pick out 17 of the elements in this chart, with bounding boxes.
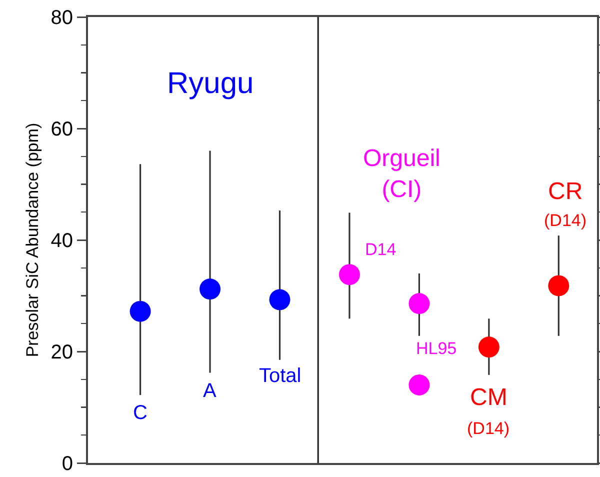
- y-tick-label: 20: [50, 342, 73, 364]
- y-tick-label: 80: [50, 7, 73, 29]
- annotation: (D14): [467, 419, 510, 438]
- annotation: D14: [365, 240, 396, 259]
- text: Orgueil (CI): [363, 145, 440, 204]
- y-tick-label: 60: [50, 118, 73, 140]
- annotation: CR: [548, 178, 583, 205]
- annotation: C: [133, 402, 148, 424]
- annotation: Total: [259, 365, 302, 387]
- y-tick-label: 0: [62, 453, 73, 475]
- annotation: (D14): [544, 211, 587, 230]
- annotation: HL95: [416, 339, 457, 358]
- y-axis-title: Presolar SiC Abundance (ppm): [22, 122, 42, 358]
- annotation: A: [203, 380, 217, 402]
- text: Ryugu: [167, 67, 254, 100]
- y-tick-label: 40: [50, 230, 73, 252]
- annotation: CM: [470, 384, 508, 411]
